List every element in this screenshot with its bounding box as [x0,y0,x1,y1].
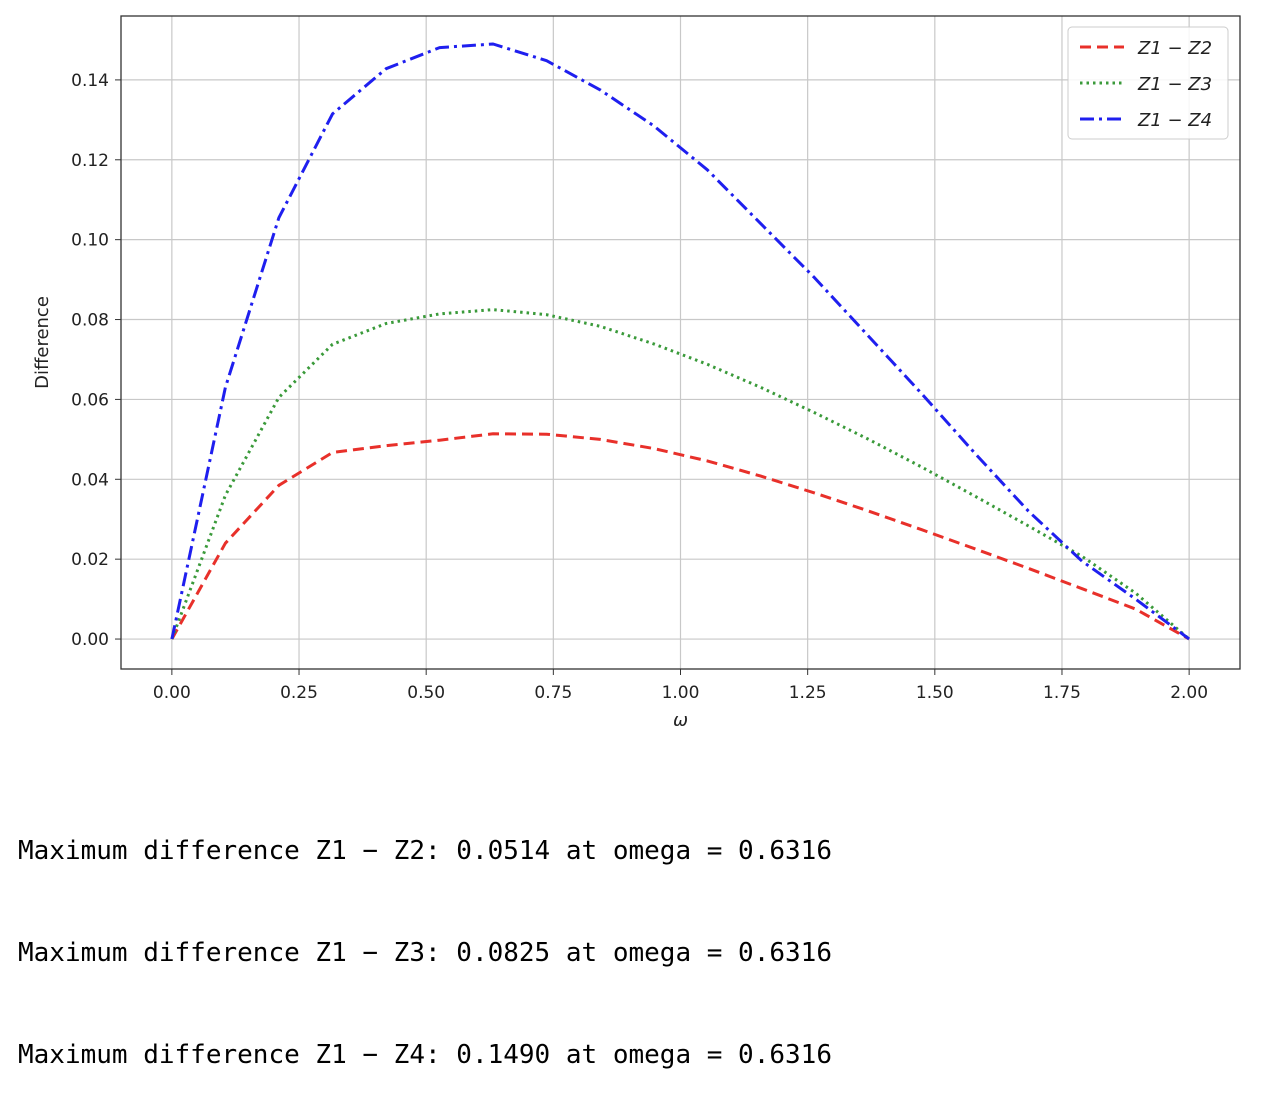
y-tick-label: 0.10 [71,231,109,251]
chart-container: 0.00 0.25 0.50 0.75 1.00 1.25 1.50 1.75 2.00 0.00… [32,15,1241,731]
plot-frame [120,15,1241,670]
y-axis-label: Difference [32,296,53,389]
y-tick-label: 0.12 [71,151,109,171]
output-line-z4: Maximum difference Z1 − Z4: 0.1490 at om… [18,1040,832,1070]
x-tick-label: 0.00 [153,683,191,703]
legend-label: Z1 − Z2 [1137,38,1212,59]
x-tick-label: 1.00 [662,683,700,703]
x-tick-label: 1.25 [789,683,827,703]
y-tick-label: 0.02 [71,550,109,570]
y-tick-label: 0.08 [71,311,109,331]
x-tick-label: 1.75 [1043,683,1081,703]
x-tick-label: 0.50 [407,683,445,703]
x-tick-label: 0.75 [534,683,572,703]
x-tick-label: 0.25 [280,683,318,703]
output-line-z2: Maximum difference Z1 − Z2: 0.0514 at om… [18,836,832,866]
series-line-4 [170,42,1190,641]
x-axis-label: ω [673,710,688,731]
legend-box [1067,26,1229,140]
line-chart: 0.00 0.25 0.50 0.75 1.00 1.25 1.50 1.75 2.00 0.00… [32,15,1241,731]
legend-label: Z1 − Z4 [1137,110,1212,131]
x-tick-label: 2.00 [1170,683,1208,703]
y-tick-label: 0.04 [71,470,109,490]
x-tick-label: 1.50 [916,683,954,703]
output-line-z3: Maximum difference Z1 − Z3: 0.0825 at om… [18,938,832,968]
y-tick-label: 0.14 [71,71,109,91]
legend-label: Z1 − Z3 [1137,74,1212,95]
y-tick-label: 0.00 [71,630,109,650]
console-output: Maximum difference Z1 − Z2: 0.0514 at om… [18,766,832,1106]
y-tick-label: 0.06 [71,390,109,410]
series-line-2 [170,432,1190,641]
